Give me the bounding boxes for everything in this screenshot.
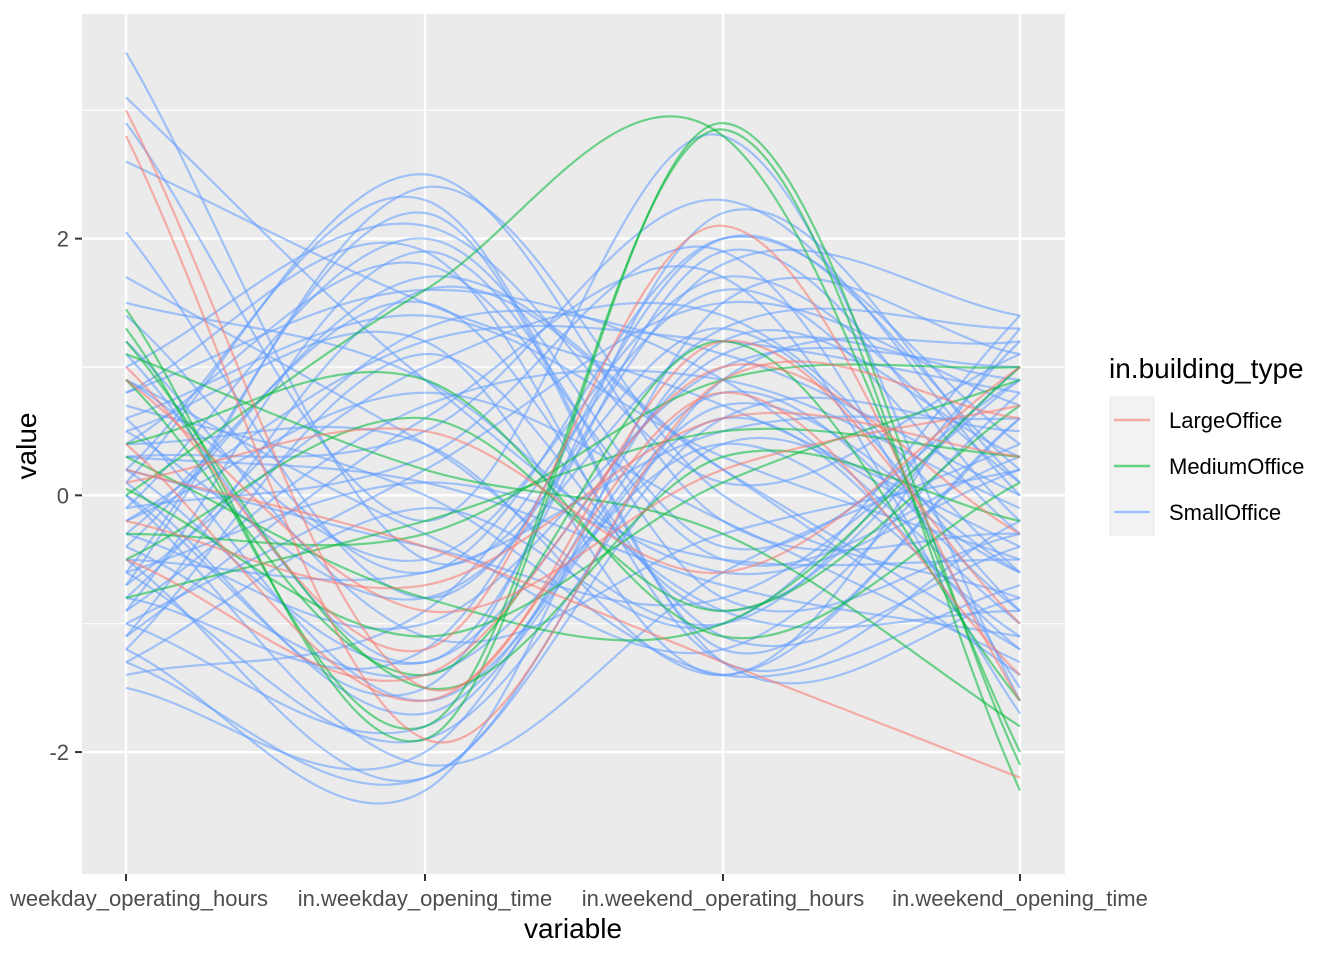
series-line-mediumoffice [125, 366, 1021, 642]
series-line-smalloffice [125, 300, 1021, 648]
series-line-smalloffice [125, 417, 1021, 677]
series-line-mediumoffice [125, 427, 1021, 600]
series-line-smalloffice [125, 369, 1021, 612]
series-line-smalloffice [125, 391, 1021, 664]
series-line-smalloffice [125, 301, 1021, 587]
series-line-mediumoffice [125, 404, 1021, 613]
legend-title: in.building_type [1109, 353, 1304, 384]
series-line-largeoffice [125, 391, 1021, 702]
series-line-smalloffice [125, 235, 1021, 575]
series-lines [125, 51, 1022, 805]
series-line-largeoffice [125, 363, 1021, 682]
y-tick-label: 2 [57, 227, 69, 252]
series-line-smalloffice [125, 288, 1021, 677]
series-line-largeoffice [125, 468, 1021, 779]
series-line-mediumoffice [125, 340, 1021, 702]
series-line-smalloffice [125, 234, 1021, 670]
y-axis: -2 0 2 [49, 227, 82, 765]
y-axis-title: value [11, 413, 42, 480]
x-tick-label: weekday_operating_hours [9, 886, 268, 911]
series-line-largeoffice [125, 411, 1021, 590]
series-line-smalloffice [125, 327, 1021, 677]
x-axis: weekday_operating_hours in.weekday_openin… [9, 874, 1148, 911]
legend: in.building_type LargeOffice MediumOffic… [1109, 353, 1304, 536]
x-axis-title: variable [524, 913, 622, 944]
series-line-smalloffice [125, 307, 1021, 601]
legend-label-smalloffice: SmallOffice [1169, 500, 1281, 525]
series-line-smalloffice [125, 265, 1021, 715]
y-tick-label: 0 [57, 483, 69, 508]
series-line-smalloffice [125, 245, 1021, 689]
series-line-mediumoffice [125, 340, 1021, 691]
series-line-smalloffice [125, 301, 1021, 630]
series-line-smalloffice [125, 324, 1021, 522]
x-tick-label: in.weekday_opening_time [298, 886, 552, 911]
series-line-largeoffice [125, 135, 1021, 744]
legend-label-largeoffice: LargeOffice [1169, 408, 1282, 433]
x-tick-label: in.weekend_opening_time [892, 886, 1148, 911]
series-line-mediumoffice [125, 378, 1021, 638]
series-line-smalloffice [125, 402, 1021, 702]
series-line-smalloffice [125, 285, 1021, 651]
series-line-smalloffice [125, 261, 1021, 567]
series-line-smalloffice [125, 222, 1021, 487]
series-line-smalloffice [125, 437, 1021, 786]
series-line-smalloffice [125, 404, 1021, 679]
series-mediumoffice [125, 115, 1022, 792]
series-line-mediumoffice [125, 363, 1021, 547]
series-line-largeoffice [125, 224, 1021, 702]
y-tick-label: -2 [49, 740, 69, 765]
series-largeoffice [125, 109, 1021, 779]
legend-label-mediumoffice: MediumOffice [1169, 454, 1304, 479]
x-tick-label: in.weekend_operating_hours [582, 886, 865, 911]
minor-gridlines [82, 109, 1065, 625]
series-line-mediumoffice [125, 128, 1022, 792]
